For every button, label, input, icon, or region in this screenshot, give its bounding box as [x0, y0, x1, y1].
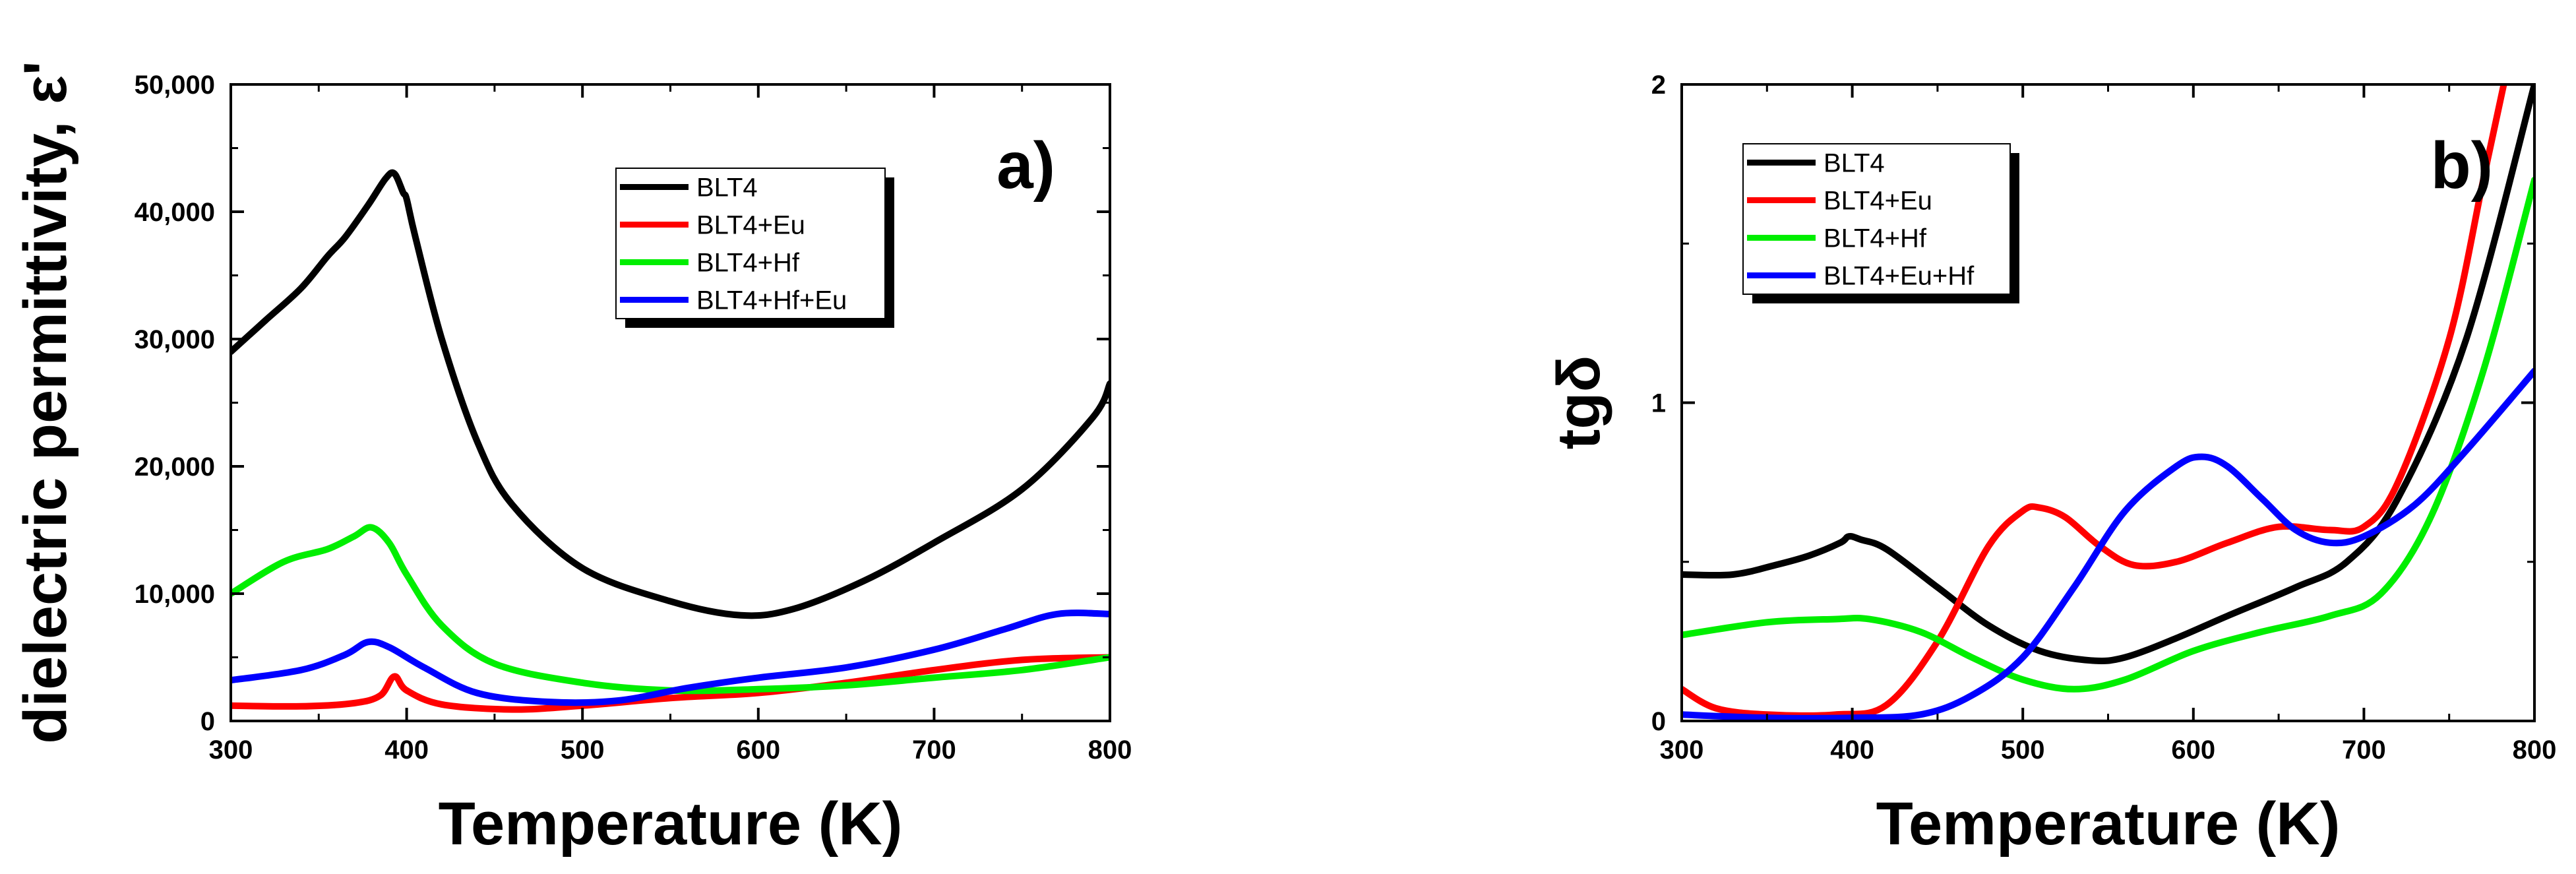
y-tick-label: 20,000 [135, 453, 215, 482]
panel-a-plot-area [231, 169, 1110, 713]
series-line-blt4-hf [231, 524, 1110, 695]
y-tick-label: 50,000 [135, 71, 215, 100]
legend-label-blt4-eu: BLT4+Eu [696, 211, 805, 240]
y-tick-label: 40,000 [135, 198, 215, 227]
y-tick-label: 0 [1651, 707, 1666, 736]
y-tick-label: 1 [1651, 389, 1666, 418]
series-line-blt4-eu [231, 654, 1110, 713]
series-line-blt4 [1682, 84, 2534, 665]
x-tick-label: 500 [2001, 735, 2045, 765]
panel-b-plot-area [1682, 84, 2534, 721]
series-line-blt4-hf-eu [231, 609, 1110, 706]
x-tick-label: 700 [912, 735, 956, 765]
legend-box [615, 168, 886, 319]
panel-a: 300 400 500 600 700 800 0 10,000 20,000 30,000 40,… [12, 61, 1132, 858]
panel-a-legend: BLT4 BLT4+Eu BLT4+Hf BLT4+Hf+Eu [615, 168, 894, 328]
panel-a-x-axis-label: Temperature (K) [439, 790, 903, 858]
y-tick-label: 0 [200, 707, 215, 736]
series-line-blt4-eu-hf [1682, 367, 2534, 721]
x-tick-label: 300 [1660, 735, 1704, 765]
panel-a-y-axis-label: dielectric permittivity, ε' [12, 61, 79, 743]
x-tick-label: 500 [561, 735, 605, 765]
x-tick-label: 700 [2342, 735, 2386, 765]
legend-box [1742, 143, 2011, 295]
legend-label-blt4-eu-hf: BLT4+Eu+Hf [1824, 262, 1975, 291]
panel-b-letter: b) [2431, 129, 2493, 203]
series-line-blt4 [231, 169, 1110, 619]
x-tick-label: 400 [1830, 735, 1874, 765]
y-tick-label: 30,000 [135, 325, 215, 354]
panel-b-legend: BLT4 BLT4+Eu BLT4+Hf BLT4+Eu+Hf [1742, 143, 2019, 303]
legend-label-blt4-hf: BLT4+Hf [696, 249, 800, 278]
y-tick-label: 10,000 [135, 580, 215, 609]
legend-label-blt4-hf-eu: BLT4+Hf+Eu [696, 286, 847, 315]
series-line-blt4-eu [1682, 84, 2507, 719]
x-tick-label: 600 [2171, 735, 2215, 765]
legend-label-blt4: BLT4 [696, 173, 758, 203]
x-tick-label: 300 [209, 735, 253, 765]
x-tick-label: 800 [2513, 735, 2557, 765]
x-tick-label: 400 [384, 735, 429, 765]
legend-label-blt4: BLT4 [1824, 149, 1885, 178]
legend-label-blt4-hf: BLT4+Hf [1824, 224, 1927, 253]
x-tick-label: 800 [1088, 735, 1132, 765]
panel-b: 300 400 500 600 700 800 0 1 2 Temperature (K) tgδ b… [1545, 71, 2556, 858]
panel-b-x-axis-label: Temperature (K) [1876, 790, 2341, 858]
panel-a-letter: a) [997, 129, 1055, 203]
legend-label-blt4-eu: BLT4+Eu [1824, 187, 1932, 216]
y-tick-label: 2 [1651, 71, 1666, 100]
series-line-blt4-hf [1682, 176, 2534, 693]
x-tick-label: 600 [736, 735, 780, 765]
panel-b-y-axis-label: tgδ [1545, 356, 1612, 450]
